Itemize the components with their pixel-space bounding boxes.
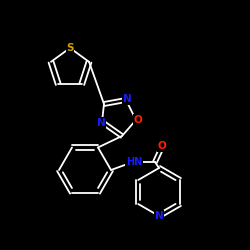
Text: N: N bbox=[96, 118, 106, 128]
Text: O: O bbox=[158, 141, 166, 151]
Text: N: N bbox=[122, 94, 132, 104]
Text: S: S bbox=[66, 43, 74, 53]
Text: O: O bbox=[134, 115, 142, 125]
Text: N: N bbox=[154, 211, 164, 221]
Text: HN: HN bbox=[126, 157, 142, 167]
